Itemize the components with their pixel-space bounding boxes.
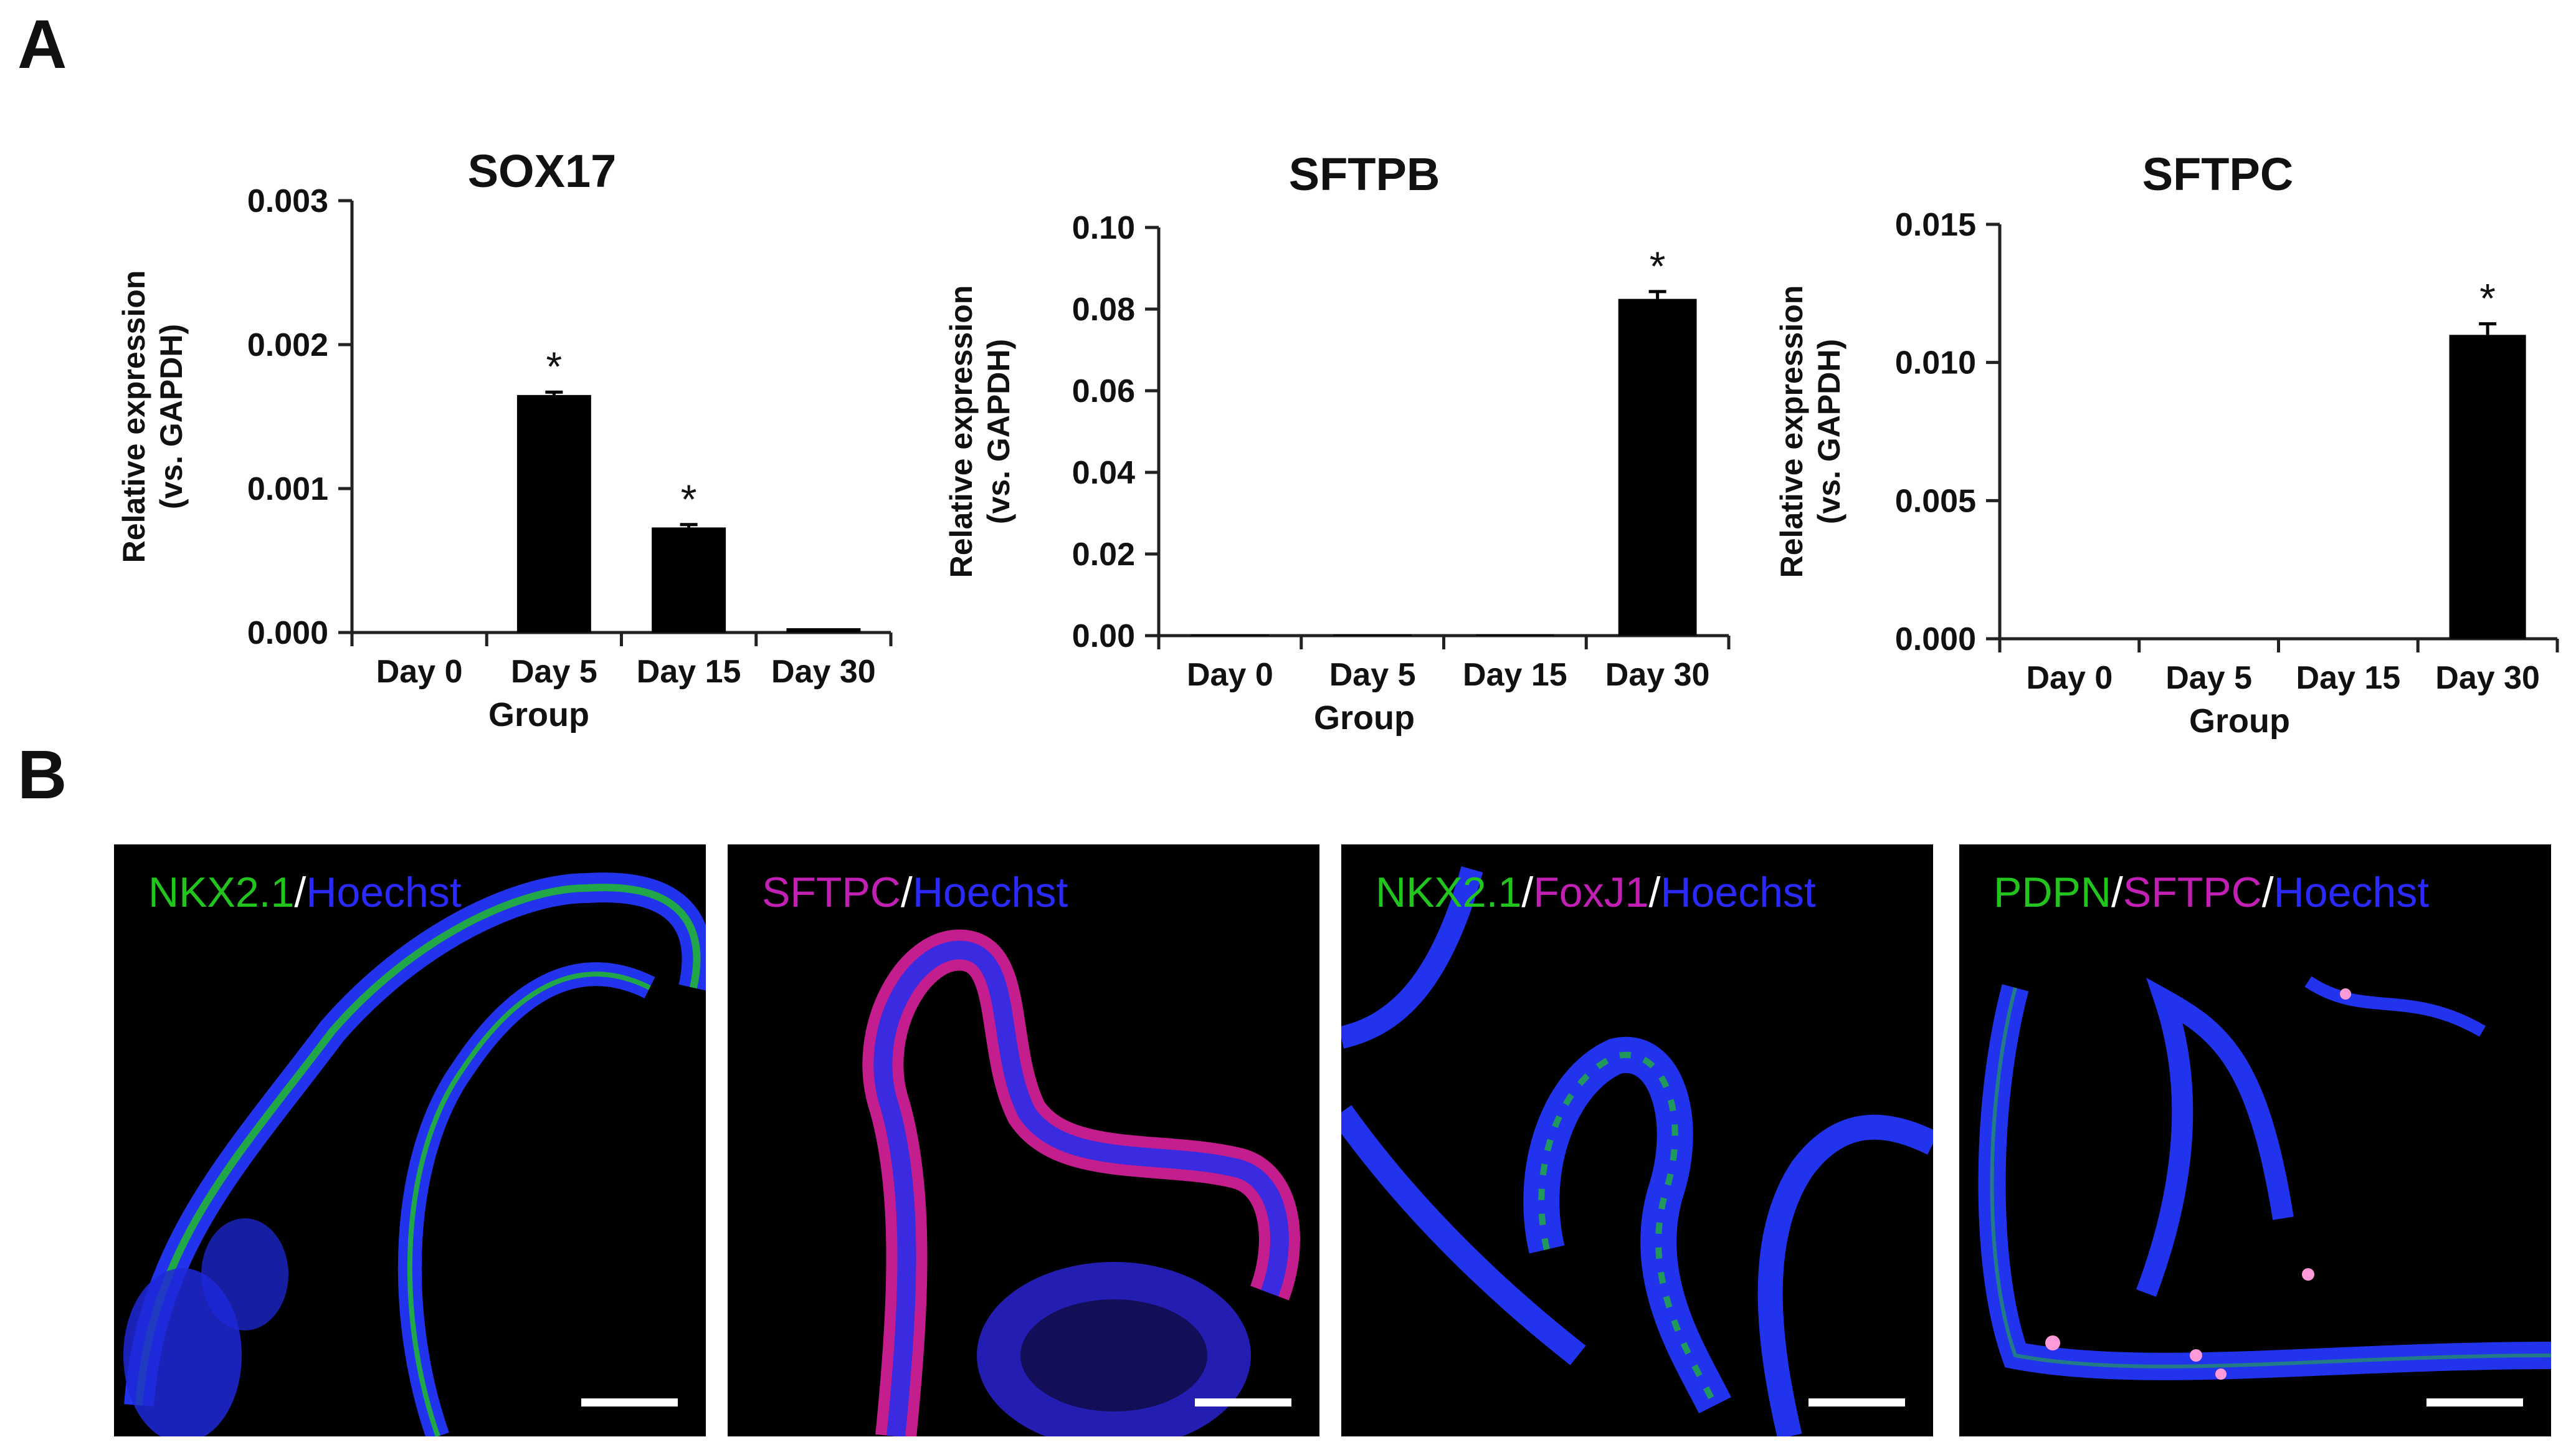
y-tick-label: 0.010	[1895, 345, 1976, 381]
panel-label-a: A	[17, 6, 67, 83]
bar	[1475, 634, 1554, 636]
y-axis-title-line2: (vs. GAPDH)	[154, 324, 189, 509]
x-tick-label: Day 30	[1605, 657, 1710, 693]
x-tick-label: Day 15	[1463, 657, 1567, 693]
x-axis-title: Group	[2189, 702, 2290, 740]
stain-segment: /	[2111, 869, 2123, 916]
x-tick-label: Day 0	[2026, 660, 2113, 696]
x-tick-label: Day 5	[1329, 657, 1416, 693]
stain-segment: SFTPC	[2122, 869, 2262, 916]
stain-segment: /	[900, 869, 913, 916]
y-tick-label: 0.000	[1895, 621, 1976, 657]
stain-segment: NKX2.1	[148, 869, 295, 916]
micrograph-nkx21-foxj1-hoechst: NKX2.1/FoxJ1/Hoechst	[1341, 844, 1933, 1436]
bar	[1333, 634, 1412, 636]
tissue-image-2	[862, 929, 1300, 1436]
stain-segment: Hoechst	[1660, 869, 1816, 916]
y-tick-label: 0.003	[247, 183, 328, 219]
micrograph-sftpc-hoechst: SFTPC/Hoechst	[728, 844, 1319, 1436]
x-axis-title: Group	[488, 696, 589, 733]
y-axis-title: Relative expression	[944, 285, 979, 578]
x-tick-label: Day 5	[511, 654, 597, 690]
scale-bar	[1808, 1398, 1905, 1407]
y-tick-label: 0.00	[1072, 618, 1135, 654]
y-tick-label: 0.06	[1072, 373, 1135, 409]
y-tick-label: 0.000	[247, 615, 328, 651]
y-axis-title: Relative expression	[1774, 285, 1809, 578]
scale-bar	[2426, 1398, 2523, 1407]
bar	[652, 527, 726, 633]
stain-segment: NKX2.1	[1376, 869, 1522, 916]
micrograph-nkx21-hoechst: NKX2.1/Hoechst	[114, 844, 706, 1436]
stain-segment: Hoechst	[306, 869, 462, 916]
y-tick-label: 0.02	[1072, 537, 1135, 573]
y-tick-label: 0.005	[1895, 483, 1976, 519]
y-axis-title-line2: (vs. GAPDH)	[981, 339, 1016, 524]
y-tick-label: 0.015	[1895, 207, 1976, 243]
bar	[1191, 634, 1270, 636]
x-tick-label: Day 15	[637, 654, 741, 690]
bar	[786, 628, 861, 633]
y-axis-title-line2: (vs. GAPDH)	[1812, 339, 1846, 524]
stain-label-3: NKX2.1/FoxJ1/Hoechst	[1376, 868, 1816, 917]
significance-marker: *	[546, 343, 563, 389]
scale-bar	[581, 1398, 678, 1407]
y-tick-label: 0.08	[1072, 292, 1135, 328]
scale-bar	[1195, 1398, 1291, 1407]
bar	[2449, 335, 2526, 639]
chart-title: SOX17	[468, 145, 617, 197]
x-tick-label: Day 0	[1187, 657, 1273, 693]
significance-marker: *	[2479, 275, 2496, 322]
x-tick-label: Day 30	[771, 654, 876, 690]
y-tick-label: 0.002	[247, 327, 328, 363]
x-tick-label: Day 15	[2296, 660, 2401, 696]
stain-segment: /	[1648, 869, 1661, 916]
tissue-image-4	[1978, 976, 2551, 1380]
bar	[1618, 299, 1697, 636]
bar-charts: SOX17 0.000 0.001 0.002 0.003 Day 0 * Day 5 * Day…	[116, 145, 2559, 740]
significance-marker: *	[681, 476, 697, 522]
stain-segment: /	[2261, 869, 2274, 916]
chart-title: SFTPB	[1289, 148, 1440, 200]
stain-segment: Hoechst	[2273, 869, 2430, 916]
stain-segment: SFTPC	[762, 869, 901, 916]
tissue-image-1	[123, 872, 706, 1436]
stain-segment: Hoechst	[912, 869, 1068, 916]
tissue-image-3	[1341, 866, 1933, 1436]
stain-segment: PDPN	[1994, 869, 2111, 916]
x-tick-label: Day 5	[2165, 660, 2252, 696]
stain-segment: /	[1521, 869, 1534, 916]
micrograph-pdpn-sftpc-hoechst: PDPN/SFTPC/Hoechst	[1959, 844, 2551, 1436]
bar	[516, 394, 591, 633]
y-tick-label: 0.10	[1072, 210, 1135, 246]
stain-label-2: SFTPC/Hoechst	[762, 868, 1068, 917]
stain-segment: FoxJ1	[1533, 869, 1649, 916]
chart-title: SFTPC	[2142, 148, 2294, 200]
x-tick-label: Day 0	[376, 654, 463, 690]
stain-label-1: NKX2.1/Hoechst	[148, 868, 462, 917]
y-tick-label: 0.04	[1072, 455, 1135, 491]
x-tick-label: Day 30	[2435, 660, 2540, 696]
significance-marker: *	[1650, 243, 1666, 289]
stain-label-4: PDPN/SFTPC/Hoechst	[1994, 868, 2429, 917]
stain-segment: /	[294, 869, 307, 916]
x-axis-title: Group	[1314, 699, 1415, 737]
y-tick-label: 0.001	[247, 471, 328, 507]
panel-label-b: B	[17, 737, 67, 813]
y-axis-title: Relative expression	[116, 270, 151, 563]
